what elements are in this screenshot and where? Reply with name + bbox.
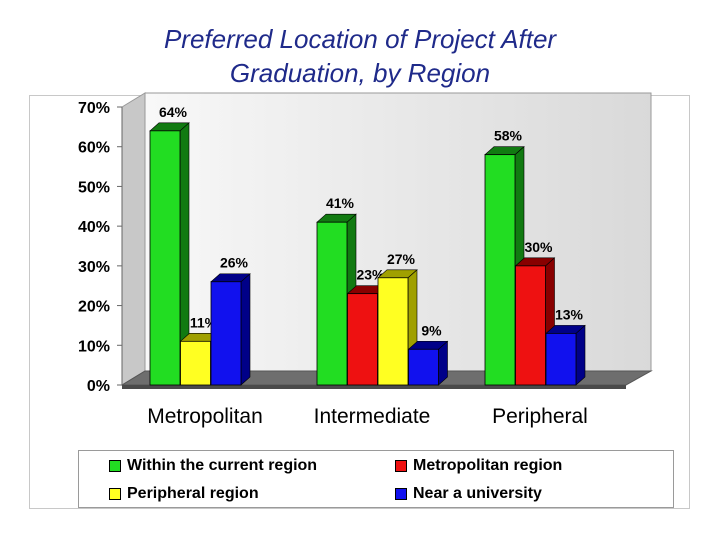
y-tick-label: 70% [78, 100, 110, 117]
legend: Within the current region Metropolitan r… [78, 450, 674, 508]
data-label: 13% [555, 306, 584, 322]
bar-side [575, 324, 586, 386]
legend-label: Within the current region [127, 457, 318, 474]
y-tick-label: 30% [78, 259, 110, 276]
x-category-label: Peripheral [492, 405, 588, 428]
chart-title-line1: Preferred Location of Project After [163, 24, 557, 54]
bar [316, 221, 348, 386]
bar [149, 130, 181, 386]
legend-swatch [109, 460, 121, 472]
data-label: 41% [326, 195, 355, 211]
bar [210, 281, 242, 386]
bar [180, 340, 211, 386]
chart-title-line2: Graduation, by Region [229, 58, 491, 88]
legend-swatch [395, 488, 407, 500]
y-tick-label: 60% [78, 140, 110, 157]
legend-item-within-current-region: Within the current region [109, 457, 317, 475]
y-tick-label: 40% [78, 219, 110, 236]
y-tick-label: 20% [78, 299, 110, 316]
data-label: 64% [159, 104, 188, 120]
bar [515, 265, 546, 386]
legend-swatch [109, 488, 121, 500]
data-label: 30% [524, 239, 553, 255]
y-tick-label: 50% [78, 179, 110, 196]
legend-item-metropolitan-region: Metropolitan region [395, 457, 562, 475]
y-tick-label: 0% [87, 378, 110, 395]
legend-swatch [395, 460, 407, 472]
data-label: 26% [220, 255, 249, 271]
bar [545, 332, 577, 386]
legend-label: Near a university [413, 485, 542, 502]
legend-label: Peripheral region [127, 485, 259, 502]
bar [408, 348, 439, 386]
chart-title: Preferred Location of Project After Grad… [0, 22, 720, 90]
legend-label: Metropolitan region [413, 457, 563, 474]
floor-edge [122, 385, 626, 389]
bar [484, 154, 516, 386]
data-label: 9% [421, 322, 442, 338]
x-category-label: Intermediate [314, 405, 431, 428]
side-wall [121, 92, 146, 386]
y-tick-label: 10% [78, 338, 110, 355]
bar [377, 277, 409, 386]
x-category-label: Metropolitan [147, 405, 263, 428]
data-label: 27% [387, 251, 416, 267]
data-label: 58% [494, 128, 523, 144]
legend-item-near-university: Near a university [395, 485, 542, 503]
bar [347, 293, 378, 386]
legend-item-peripheral-region: Peripheral region [109, 485, 259, 503]
bar-side [240, 273, 251, 386]
